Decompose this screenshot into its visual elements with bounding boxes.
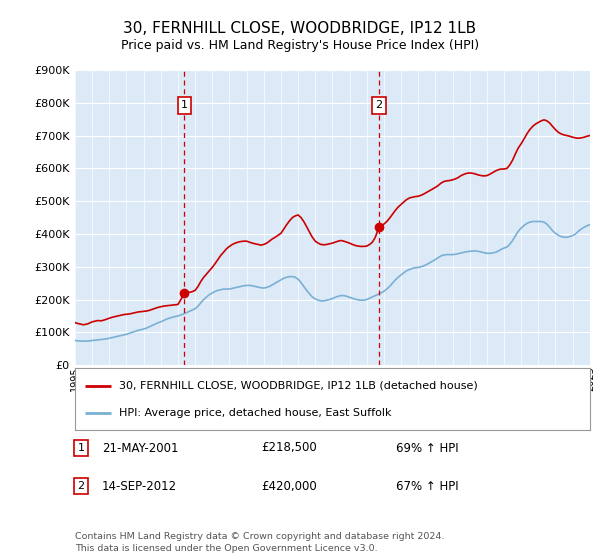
Text: 2: 2 <box>376 100 382 110</box>
Text: 1: 1 <box>181 100 188 110</box>
Text: Price paid vs. HM Land Registry's House Price Index (HPI): Price paid vs. HM Land Registry's House … <box>121 39 479 52</box>
Text: 21-MAY-2001: 21-MAY-2001 <box>102 441 179 455</box>
Text: 69% ↑ HPI: 69% ↑ HPI <box>396 441 458 455</box>
Text: 2: 2 <box>77 481 85 491</box>
Text: Contains HM Land Registry data © Crown copyright and database right 2024.
This d: Contains HM Land Registry data © Crown c… <box>75 533 445 553</box>
Text: 67% ↑ HPI: 67% ↑ HPI <box>396 479 458 493</box>
Text: 30, FERNHILL CLOSE, WOODBRIDGE, IP12 1LB (detached house): 30, FERNHILL CLOSE, WOODBRIDGE, IP12 1LB… <box>119 381 478 391</box>
Text: HPI: Average price, detached house, East Suffolk: HPI: Average price, detached house, East… <box>119 408 391 418</box>
Text: 14-SEP-2012: 14-SEP-2012 <box>102 479 177 493</box>
Text: £218,500: £218,500 <box>261 441 317 455</box>
Text: £420,000: £420,000 <box>261 479 317 493</box>
Text: 1: 1 <box>77 443 85 453</box>
Text: 30, FERNHILL CLOSE, WOODBRIDGE, IP12 1LB: 30, FERNHILL CLOSE, WOODBRIDGE, IP12 1LB <box>124 21 476 36</box>
